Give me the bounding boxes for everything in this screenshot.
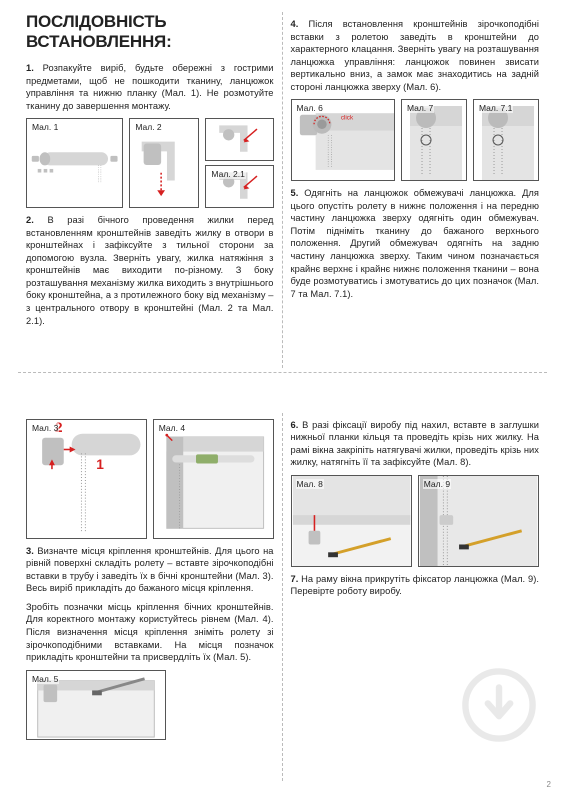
- quadrant-2: 4. Після встановлення кронштейнів зірочк…: [283, 12, 548, 368]
- page-title: ПОСЛІДОВНІСТЬ ВСТАНОВЛЕННЯ:: [26, 12, 274, 52]
- page-number: 2: [547, 780, 551, 789]
- step-7-body: На раму вікна прикрутіть фіксатор ланцюж…: [291, 574, 540, 597]
- figure-9: Мал. 9: [418, 475, 539, 567]
- figure-71-caption: Мал. 7.1: [478, 103, 513, 113]
- figure-8-caption: Мал. 8: [296, 479, 324, 489]
- figure-6: Мал. 6 click: [291, 99, 395, 181]
- figure-2-top: [205, 118, 273, 161]
- figure-1: Мал. 1: [26, 118, 123, 208]
- quadrant-3: Мал. 3 2 1 Мал. 4: [18, 413, 283, 781]
- step-3b-text: Зробіть позначки місць кріплення бічних …: [26, 601, 274, 664]
- svg-text:click: click: [340, 115, 353, 122]
- figure-7-caption: Мал. 7: [406, 103, 434, 113]
- quadrant-1: ПОСЛІДОВНІСТЬ ВСТАНОВЛЕННЯ: 1. Розпакуйт…: [18, 12, 283, 368]
- watermark-icon: [459, 665, 539, 745]
- figure-6-caption: Мал. 6: [296, 103, 324, 113]
- figure-3-caption: Мал. 3: [31, 423, 59, 433]
- step-2-text: 2. В разі бічного проведення жилки перед…: [26, 214, 274, 327]
- step-5-body: Одягніть на ланцюжок обмежувачі ланцюжка…: [291, 188, 540, 298]
- step-3a-text: 3. Визначте місця кріплення кронштейнів.…: [26, 545, 274, 595]
- figure-1-svg: [27, 119, 122, 207]
- figure-4-caption: Мал. 4: [158, 423, 186, 433]
- figure-9-caption: Мал. 9: [423, 479, 451, 489]
- step-5-text: 5. Одягніть на ланцюжок обмежувачі ланцю…: [291, 187, 540, 300]
- figure-2-svg: [130, 119, 198, 207]
- figure-21-caption: Мал. 2.1: [210, 169, 245, 179]
- step-1-text: 1. Розпакуйте виріб, будьте обережні з г…: [26, 62, 274, 112]
- step-7-text: 7. На раму вікна прикрутіть фіксатор лан…: [291, 573, 540, 598]
- figure-4: Мал. 4: [153, 419, 274, 539]
- figure-3: Мал. 3 2 1: [26, 419, 147, 539]
- figure-5: Мал. 5: [26, 670, 166, 740]
- figure-2-caption: Мал. 2: [134, 122, 162, 132]
- figure-7: Мал. 7: [401, 99, 467, 181]
- horizontal-divider: [18, 372, 547, 373]
- step-2-body: В разі бічного проведення жилки перед вс…: [26, 215, 274, 325]
- svg-text:1: 1: [96, 457, 104, 472]
- figure-7-1: Мал. 7.1: [473, 99, 539, 181]
- step-4-text: 4. Після встановлення кронштейнів зірочк…: [291, 18, 540, 93]
- figure-5-caption: Мал. 5: [31, 674, 59, 684]
- step-6-text: 6. В разі фіксації виробу під нахил, вст…: [291, 419, 540, 469]
- step-1-body: Розпакуйте виріб, будьте обережні з гост…: [26, 63, 274, 111]
- step-3a-body: Визначте місця кріплення кронштейнів. Дл…: [26, 546, 274, 594]
- figure-2: Мал. 2: [129, 118, 199, 208]
- figure-2-1: Мал. 2.1: [205, 165, 273, 208]
- step-6-body: В разі фіксації виробу під нахил, вставт…: [291, 420, 540, 468]
- figure-1-caption: Мал. 1: [31, 122, 59, 132]
- figure-8: Мал. 8: [291, 475, 412, 567]
- step-4-body: Після встановлення кронштейнів зірочкопо…: [291, 19, 540, 92]
